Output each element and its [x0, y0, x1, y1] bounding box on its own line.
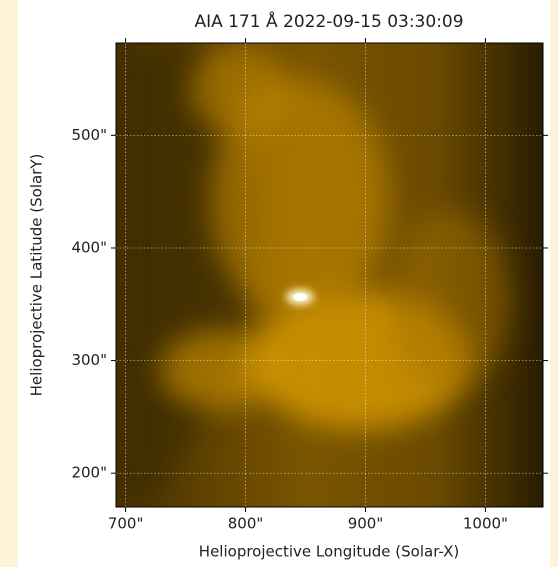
solar-image — [116, 43, 543, 507]
page: AIA 171 Å 2022-09-15 03:30:09 Helioproje… — [0, 0, 558, 567]
x-axis-label: Helioprojective Longitude (Solar-X) — [199, 543, 459, 561]
y-tick-label: 200" — [71, 464, 107, 482]
y-tick-label: 500" — [71, 126, 107, 144]
x-tick-label: 700" — [108, 515, 144, 533]
y-axis-label: Helioprojective Latitude (SolarY) — [28, 154, 46, 397]
chart-title: AIA 171 Å 2022-09-15 03:30:09 — [194, 10, 463, 32]
chart: AIA 171 Å 2022-09-15 03:30:09 Helioproje… — [0, 0, 558, 567]
y-tick-label: 400" — [71, 238, 107, 256]
x-tick-label: 900" — [348, 515, 384, 533]
x-tick-label: 800" — [228, 515, 264, 533]
y-tick-label: 300" — [71, 351, 107, 369]
x-tick-label: 1000" — [463, 515, 508, 533]
